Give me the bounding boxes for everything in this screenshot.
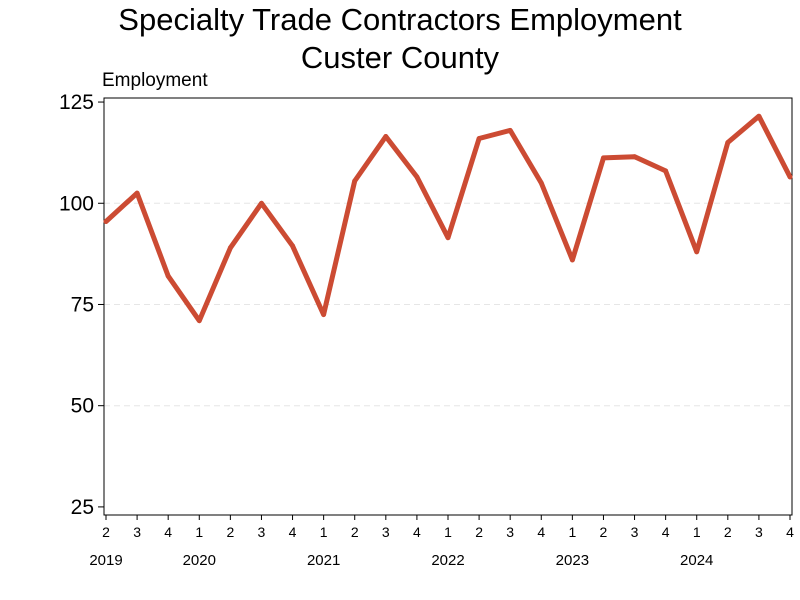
x-axis: 2 3 4 1 2 3 4 1 2 3 4 1 2 3 4 1 2 3 4 1 2 3 4 bbox=[102, 515, 794, 540]
year-label-2024: 2024 bbox=[680, 552, 713, 569]
chart-title-line2: Custer County bbox=[301, 40, 500, 75]
y-tick-label-75: 75 bbox=[71, 293, 94, 316]
x-tick-label-20: 2 bbox=[724, 524, 732, 540]
x-tick-label-10: 4 bbox=[413, 524, 421, 540]
series-line-0 bbox=[103, 113, 793, 324]
data-point-1 bbox=[134, 190, 140, 196]
data-point-3 bbox=[196, 318, 202, 324]
x-tick-label-18: 4 bbox=[662, 524, 670, 540]
x-tick-label-17: 3 bbox=[631, 524, 639, 540]
year-label-2021: 2021 bbox=[307, 552, 340, 569]
x-tick-label-6: 4 bbox=[289, 524, 297, 540]
data-point-20 bbox=[725, 140, 731, 145]
data-point-0 bbox=[103, 219, 109, 224]
x-tick-label-3: 1 bbox=[195, 524, 203, 540]
year-label-2023: 2023 bbox=[556, 552, 589, 569]
data-point-8 bbox=[352, 178, 358, 184]
data-point-16 bbox=[601, 155, 606, 161]
year-labels: 2019 2020 2021 2022 2023 2024 bbox=[89, 552, 713, 569]
x-tick-label-21: 3 bbox=[755, 524, 763, 540]
year-label-2019: 2019 bbox=[89, 552, 122, 569]
x-tick-label-13: 3 bbox=[506, 524, 514, 540]
data-point-12 bbox=[476, 136, 482, 141]
x-tick-label-1: 3 bbox=[133, 524, 141, 540]
y-tick-label-125: 125 bbox=[59, 91, 94, 114]
data-point-4 bbox=[227, 245, 233, 251]
data-point-2 bbox=[165, 273, 171, 279]
y-axis: 25 50 75 100 125 bbox=[59, 91, 104, 519]
x-tick-label-9: 3 bbox=[382, 524, 390, 540]
x-tick-label-4: 2 bbox=[226, 524, 234, 540]
data-point-5 bbox=[259, 200, 264, 206]
data-point-6 bbox=[290, 243, 295, 249]
data-point-21 bbox=[756, 113, 762, 119]
data-point-17 bbox=[632, 154, 637, 160]
x-tick-label-0: 2 bbox=[102, 524, 110, 540]
x-tick-label-15: 1 bbox=[568, 524, 576, 540]
y-tick-label-50: 50 bbox=[71, 395, 94, 418]
x-tick-label-5: 3 bbox=[258, 524, 266, 540]
data-point-13 bbox=[507, 127, 513, 133]
year-label-2022: 2022 bbox=[431, 552, 464, 569]
y-tick-label-100: 100 bbox=[59, 192, 94, 215]
x-tick-label-16: 2 bbox=[600, 524, 608, 540]
x-tick-label-8: 2 bbox=[351, 524, 359, 540]
x-tick-label-14: 4 bbox=[537, 524, 545, 540]
data-point-11 bbox=[445, 235, 451, 241]
x-tick-label-11: 1 bbox=[444, 524, 452, 540]
series-group bbox=[103, 113, 793, 324]
x-tick-label-22: 4 bbox=[786, 524, 794, 540]
x-tick-label-19: 1 bbox=[693, 524, 701, 540]
data-point-19 bbox=[694, 249, 700, 255]
data-point-7 bbox=[321, 312, 327, 317]
data-point-10 bbox=[414, 174, 420, 180]
x-tick-label-12: 2 bbox=[475, 524, 483, 540]
data-point-9 bbox=[383, 134, 389, 139]
year-label-2020: 2020 bbox=[183, 552, 216, 569]
data-point-14 bbox=[538, 180, 544, 186]
y-axis-label: Employment bbox=[102, 70, 208, 91]
x-tick-label-7: 1 bbox=[320, 524, 328, 540]
data-point-22 bbox=[787, 174, 793, 180]
y-tick-label-25: 25 bbox=[71, 496, 94, 519]
chart-title-line1: Specialty Trade Contractors Employment bbox=[118, 2, 682, 37]
data-point-15 bbox=[569, 257, 575, 263]
x-tick-label-2: 4 bbox=[164, 524, 172, 540]
data-point-18 bbox=[663, 168, 669, 174]
